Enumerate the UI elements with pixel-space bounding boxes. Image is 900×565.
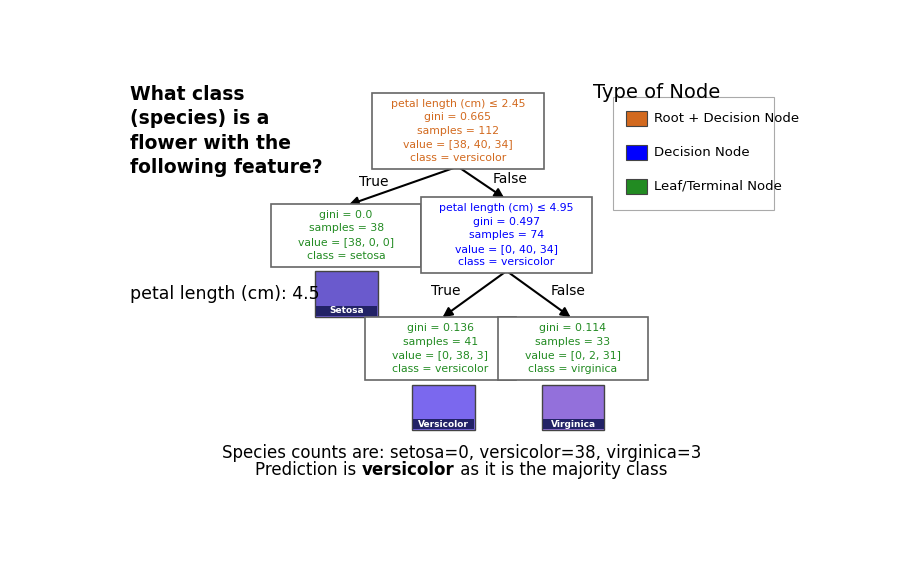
FancyBboxPatch shape — [542, 385, 604, 430]
Text: petal length (cm): 4.5: petal length (cm): 4.5 — [130, 285, 320, 303]
FancyBboxPatch shape — [365, 316, 516, 380]
Text: gini = 0.114
samples = 33
value = [0, 2, 31]
class = virginica: gini = 0.114 samples = 33 value = [0, 2,… — [525, 323, 621, 374]
Text: Type of Node: Type of Node — [593, 83, 720, 102]
FancyBboxPatch shape — [372, 93, 544, 169]
Text: True: True — [359, 175, 389, 189]
FancyBboxPatch shape — [421, 197, 592, 273]
Text: What class
(species) is a
flower with the
following feature?: What class (species) is a flower with th… — [130, 85, 322, 177]
Text: petal length (cm) ≤ 2.45
gini = 0.665
samples = 112
value = [38, 40, 34]
class =: petal length (cm) ≤ 2.45 gini = 0.665 sa… — [391, 99, 525, 163]
Text: Species counts are: setosa=0, versicolor=38, virginica=3: Species counts are: setosa=0, versicolor… — [221, 444, 701, 462]
FancyBboxPatch shape — [626, 179, 647, 194]
Text: gini = 0.0
samples = 38
value = [38, 0, 0]
class = setosa: gini = 0.0 samples = 38 value = [38, 0, … — [298, 210, 394, 260]
FancyBboxPatch shape — [613, 97, 774, 211]
Text: Leaf/Terminal Node: Leaf/Terminal Node — [654, 180, 782, 193]
FancyBboxPatch shape — [316, 306, 377, 316]
Text: Root + Decision Node: Root + Decision Node — [654, 112, 799, 125]
FancyBboxPatch shape — [316, 271, 378, 316]
Text: versicolor: versicolor — [362, 461, 454, 479]
Text: Prediction is: Prediction is — [256, 461, 362, 479]
FancyBboxPatch shape — [543, 419, 604, 429]
FancyBboxPatch shape — [271, 203, 421, 267]
Text: as it is the majority class: as it is the majority class — [454, 461, 667, 479]
FancyBboxPatch shape — [498, 316, 648, 380]
Text: petal length (cm) ≤ 4.95
gini = 0.497
samples = 74
value = [0, 40, 34]
class = v: petal length (cm) ≤ 4.95 gini = 0.497 sa… — [439, 203, 574, 267]
Text: False: False — [492, 172, 527, 186]
Text: True: True — [431, 284, 460, 298]
FancyBboxPatch shape — [412, 385, 474, 430]
Text: Versicolor: Versicolor — [418, 420, 469, 429]
FancyBboxPatch shape — [626, 145, 647, 159]
Text: False: False — [550, 284, 585, 298]
FancyBboxPatch shape — [413, 419, 473, 429]
Text: gini = 0.136
samples = 41
value = [0, 38, 3]
class = versicolor: gini = 0.136 samples = 41 value = [0, 38… — [392, 323, 489, 374]
Text: Decision Node: Decision Node — [654, 146, 750, 159]
FancyBboxPatch shape — [626, 111, 647, 125]
Text: Virginica: Virginica — [551, 420, 596, 429]
Text: Setosa: Setosa — [329, 306, 364, 315]
